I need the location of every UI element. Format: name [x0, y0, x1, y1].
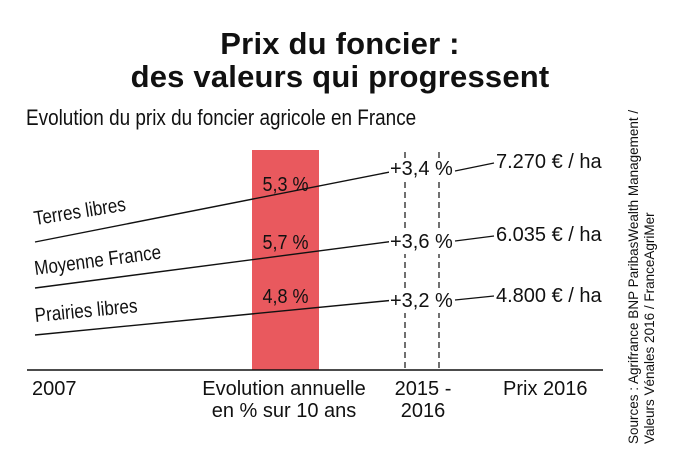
change-moyenne-france: +3,6 % — [389, 231, 454, 254]
leader-line-terres-libres — [454, 162, 495, 172]
series-line-prairies-libres — [34, 299, 396, 336]
annual-rate-terres-libres: 5,3 % — [262, 174, 309, 196]
chart-title-line2: des valeurs qui progressent — [130, 59, 550, 94]
chart-subtitle: Evolution du prix du foncier agricole en… — [26, 105, 417, 130]
sources-note: Sources : Agrifrance BNP ParibasWealth M… — [626, 110, 658, 444]
x-label-2007: 2007 — [32, 378, 77, 400]
x-label-annual-line2: en % sur 10 ans — [211, 400, 357, 422]
annual-rate-prairies-libres: 4,8 % — [262, 286, 309, 308]
x-label-annual-evolution: Evolution annuelle en % sur 10 ans — [188, 378, 380, 422]
x-label-annual-line1: Evolution annuelle — [202, 378, 366, 400]
annual-rate-moyenne-france: 5,7 % — [262, 232, 309, 254]
sources-line1: Sources : Agrifrance BNP ParibasWealth M… — [626, 109, 641, 444]
chart-title-line1: Prix du foncier : — [220, 26, 460, 61]
x-label-2015-2016: 2015 - 2016 — [392, 378, 454, 422]
leader-line-prairies-libres — [454, 295, 495, 301]
change-terres-libres: +3,4 % — [389, 158, 454, 181]
price-moyenne-france: 6.035 € / ha — [496, 224, 602, 246]
x-label-recent-line2: 2016 — [400, 400, 446, 422]
x-label-recent-line1: 2015 - — [394, 378, 452, 400]
price-terres-libres: 7.270 € / ha — [496, 151, 602, 173]
series-line-terres-libres — [34, 170, 396, 243]
leader-line-moyenne-france — [454, 235, 495, 242]
price-prairies-libres: 4.800 € / ha — [496, 285, 602, 307]
x-label-prix-2016: Prix 2016 — [503, 378, 588, 400]
series-line-moyenne-france — [34, 240, 396, 289]
annual-evolution-band — [252, 150, 319, 370]
sources-line2: Valeurs Vénales 2016 / FranceAgriMer — [642, 212, 657, 444]
change-prairies-libres: +3,2 % — [389, 290, 454, 313]
